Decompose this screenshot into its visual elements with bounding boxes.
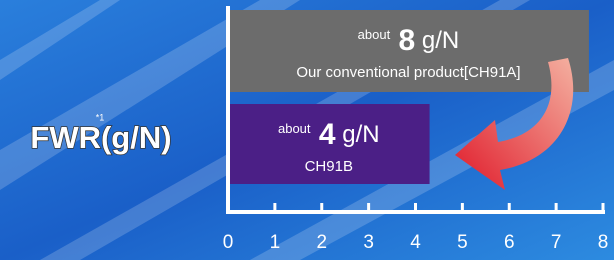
value-label-part: 4 xyxy=(311,118,336,151)
category-label: Our conventional product[CH91A] xyxy=(296,64,520,81)
x-tick-label: 1 xyxy=(270,232,281,253)
page: {"chart_data": {"type": "bar", "orientat… xyxy=(0,0,614,260)
value-label-part: about xyxy=(278,121,311,136)
x-tick-label: 2 xyxy=(316,232,327,253)
value-label-part: g/N xyxy=(415,27,459,54)
y-axis-label: FWR(g/N) xyxy=(30,120,171,155)
x-tick-label: 8 xyxy=(598,232,609,253)
value-label-part: 8 xyxy=(390,24,415,57)
x-tick-label: 3 xyxy=(363,232,374,253)
value-label-part: g/N xyxy=(336,121,380,148)
x-tick-label: 6 xyxy=(504,232,515,253)
x-tick-label: 0 xyxy=(223,232,234,253)
value-label-part: about xyxy=(358,27,391,42)
category-label: CH91B xyxy=(305,158,353,175)
x-tick-label: 4 xyxy=(410,232,421,253)
x-tick-label: 7 xyxy=(551,232,562,253)
footnote-mark: *1 xyxy=(96,112,105,122)
x-tick-label: 5 xyxy=(457,232,468,253)
chart: FWR(g/N) *1 about 8 g/N Our conventional … xyxy=(0,0,614,260)
